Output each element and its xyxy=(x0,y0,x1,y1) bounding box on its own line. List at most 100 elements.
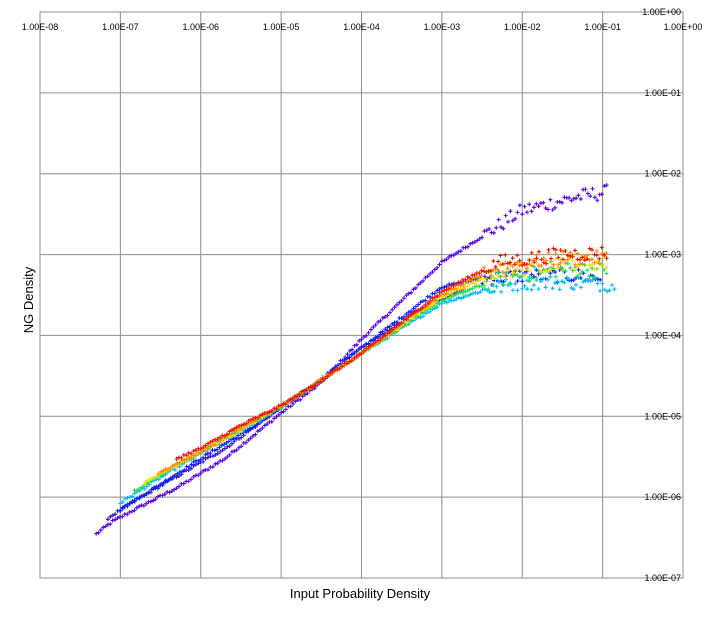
data-point xyxy=(423,275,428,280)
data-point xyxy=(609,283,614,288)
data-point xyxy=(311,384,316,389)
data-point xyxy=(435,305,440,310)
data-point xyxy=(232,449,237,454)
data-point xyxy=(515,210,520,215)
data-point xyxy=(496,259,501,264)
data-point xyxy=(456,295,461,300)
data-point xyxy=(409,312,414,317)
data-point xyxy=(595,198,600,203)
data-point xyxy=(215,437,220,442)
data-point xyxy=(602,287,607,292)
data-point xyxy=(592,260,597,265)
data-point xyxy=(147,490,152,495)
data-point xyxy=(383,333,388,338)
data-point xyxy=(144,501,149,506)
data-point xyxy=(534,252,539,257)
data-point xyxy=(423,302,428,307)
data-point xyxy=(573,248,578,253)
data-point xyxy=(590,277,595,282)
data-point xyxy=(565,257,570,262)
data-point xyxy=(166,478,171,483)
data-point xyxy=(149,476,154,481)
data-point xyxy=(446,255,451,260)
data-point xyxy=(585,268,590,273)
data-point xyxy=(595,277,600,282)
data-point xyxy=(512,272,517,277)
data-point xyxy=(527,258,532,263)
data-point xyxy=(460,282,465,287)
data-point xyxy=(155,494,160,499)
data-point xyxy=(359,345,364,350)
data-point xyxy=(224,440,229,445)
data-point xyxy=(189,462,194,467)
data-point xyxy=(182,468,187,473)
data-point xyxy=(325,374,330,379)
data-point xyxy=(597,256,602,261)
data-point xyxy=(130,499,135,504)
data-point xyxy=(149,487,154,492)
data-point xyxy=(435,265,440,270)
data-point xyxy=(411,310,416,315)
data-point xyxy=(222,446,227,451)
data-point xyxy=(532,260,537,265)
data-point xyxy=(527,279,532,284)
data-point xyxy=(94,531,99,536)
data-point xyxy=(510,256,515,261)
data-point xyxy=(569,285,574,290)
data-point xyxy=(439,289,444,294)
data-point xyxy=(529,263,534,268)
data-point xyxy=(602,184,607,189)
data-point xyxy=(520,279,525,284)
data-point xyxy=(479,273,484,278)
data-point xyxy=(127,495,132,500)
data-point xyxy=(347,355,352,360)
data-point xyxy=(361,335,366,340)
data-point xyxy=(503,213,508,218)
data-point xyxy=(553,252,558,257)
data-point xyxy=(592,274,597,279)
data-point xyxy=(432,295,437,300)
data-point xyxy=(446,291,451,296)
data-point xyxy=(503,271,508,276)
data-point xyxy=(156,471,161,476)
data-point xyxy=(515,267,520,272)
data-point xyxy=(599,263,604,268)
data-point xyxy=(161,481,166,486)
data-point xyxy=(538,279,543,284)
data-point xyxy=(206,455,211,460)
data-point xyxy=(577,262,582,267)
data-point xyxy=(357,352,362,357)
data-point xyxy=(468,241,473,246)
data-point xyxy=(404,312,409,317)
data-point xyxy=(137,495,142,500)
data-point xyxy=(493,270,498,275)
data-point xyxy=(454,251,459,256)
data-point xyxy=(567,195,572,200)
data-point xyxy=(585,253,590,258)
data-point xyxy=(397,300,402,305)
data-point xyxy=(406,291,411,296)
y-tick-label: 1.00E-07 xyxy=(644,573,681,583)
data-point xyxy=(500,273,505,278)
data-point xyxy=(148,499,153,504)
data-point xyxy=(604,271,609,276)
data-point xyxy=(573,262,578,267)
data-point xyxy=(463,289,468,294)
data-point xyxy=(496,268,501,273)
data-point xyxy=(571,287,576,292)
data-point xyxy=(592,267,597,272)
data-point xyxy=(510,288,515,293)
data-point xyxy=(575,251,580,256)
data-point xyxy=(413,308,418,313)
data-point xyxy=(293,399,298,404)
data-point xyxy=(399,298,404,303)
data-point xyxy=(437,262,442,267)
data-point xyxy=(524,287,529,292)
data-point xyxy=(373,339,378,344)
data-point xyxy=(248,436,253,441)
data-point xyxy=(130,494,135,499)
x-tick-label: 1.00E-08 xyxy=(22,22,59,32)
data-point xyxy=(577,257,582,262)
data-point xyxy=(118,508,123,513)
data-point xyxy=(246,438,251,443)
